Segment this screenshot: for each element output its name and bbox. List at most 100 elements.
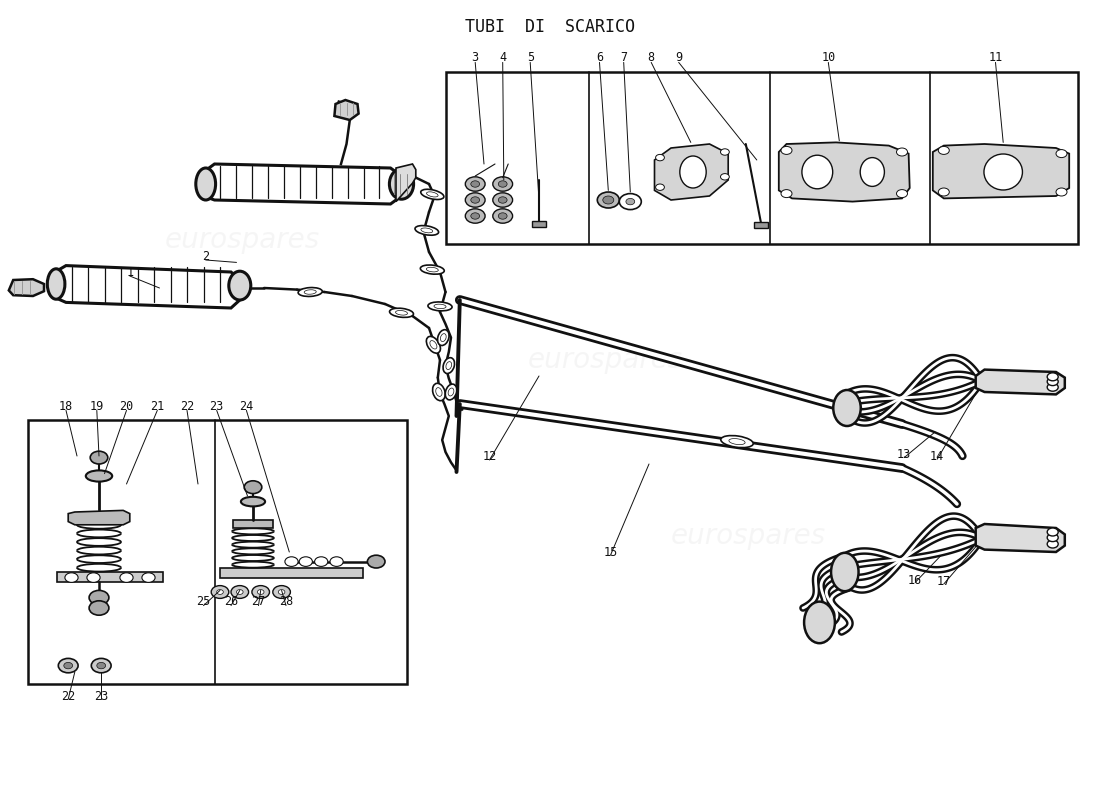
Text: eurospares: eurospares — [164, 226, 320, 254]
Circle shape — [89, 590, 109, 605]
Ellipse shape — [440, 334, 447, 342]
Ellipse shape — [428, 302, 452, 311]
Circle shape — [89, 601, 109, 615]
Circle shape — [1047, 378, 1058, 386]
Circle shape — [781, 146, 792, 154]
Ellipse shape — [196, 168, 216, 200]
Circle shape — [498, 197, 507, 203]
Ellipse shape — [420, 190, 444, 199]
Polygon shape — [9, 279, 44, 296]
Polygon shape — [57, 572, 163, 582]
Text: 4: 4 — [499, 51, 506, 64]
Circle shape — [493, 209, 513, 223]
Circle shape — [626, 198, 635, 205]
Circle shape — [64, 662, 73, 669]
Text: 6: 6 — [596, 51, 603, 64]
Circle shape — [656, 184, 664, 190]
Circle shape — [471, 197, 480, 203]
Text: eurospares: eurospares — [527, 346, 683, 374]
Text: 27: 27 — [252, 595, 265, 608]
Text: 20: 20 — [120, 400, 133, 413]
Polygon shape — [204, 164, 402, 204]
Circle shape — [619, 194, 641, 210]
Circle shape — [896, 148, 907, 156]
Ellipse shape — [415, 226, 439, 235]
Text: 26: 26 — [224, 595, 238, 608]
Text: 11: 11 — [989, 51, 1002, 64]
Text: 3: 3 — [472, 51, 478, 64]
Ellipse shape — [729, 438, 745, 445]
Text: eurospares: eurospares — [723, 204, 861, 228]
Bar — [754, 222, 768, 228]
Circle shape — [87, 573, 100, 582]
Polygon shape — [779, 142, 910, 202]
Text: 17: 17 — [937, 575, 950, 588]
Circle shape — [493, 177, 513, 191]
Text: 18: 18 — [59, 400, 73, 413]
Ellipse shape — [802, 155, 833, 189]
Circle shape — [720, 174, 729, 180]
Ellipse shape — [438, 330, 449, 346]
Text: 21: 21 — [151, 400, 164, 413]
Circle shape — [252, 586, 270, 598]
Ellipse shape — [436, 388, 442, 396]
Circle shape — [465, 209, 485, 223]
Circle shape — [465, 193, 485, 207]
Text: 23: 23 — [95, 690, 108, 702]
Text: 14: 14 — [931, 450, 944, 462]
Text: 5: 5 — [527, 51, 534, 64]
Circle shape — [1056, 150, 1067, 158]
Circle shape — [273, 586, 290, 598]
Text: 28: 28 — [279, 595, 293, 608]
Circle shape — [938, 188, 949, 196]
Ellipse shape — [427, 267, 438, 272]
Circle shape — [236, 590, 243, 594]
Circle shape — [315, 557, 328, 566]
Text: 2: 2 — [202, 250, 209, 262]
Text: 1: 1 — [126, 266, 133, 278]
Ellipse shape — [86, 470, 112, 482]
Circle shape — [330, 557, 343, 566]
Circle shape — [1047, 528, 1058, 536]
Text: 23: 23 — [210, 400, 223, 413]
Ellipse shape — [446, 384, 456, 400]
Circle shape — [1047, 383, 1058, 391]
Circle shape — [656, 154, 664, 161]
Bar — [28, 420, 407, 684]
Circle shape — [142, 573, 155, 582]
Bar — [446, 72, 1078, 244]
Circle shape — [299, 557, 312, 566]
Circle shape — [938, 146, 949, 154]
Circle shape — [498, 181, 507, 187]
Circle shape — [1047, 540, 1058, 548]
Ellipse shape — [427, 192, 438, 197]
Circle shape — [278, 590, 285, 594]
Text: 15: 15 — [604, 546, 617, 558]
Ellipse shape — [434, 304, 446, 309]
Ellipse shape — [984, 154, 1023, 190]
Ellipse shape — [680, 156, 706, 188]
Circle shape — [597, 192, 619, 208]
Circle shape — [781, 190, 792, 198]
Ellipse shape — [421, 228, 432, 233]
Circle shape — [720, 149, 729, 155]
Ellipse shape — [229, 271, 251, 300]
Ellipse shape — [241, 497, 265, 506]
Ellipse shape — [305, 290, 316, 294]
Circle shape — [120, 573, 133, 582]
Circle shape — [471, 213, 480, 219]
Text: TUBI  DI  SCARICO: TUBI DI SCARICO — [465, 18, 635, 35]
Circle shape — [90, 451, 108, 464]
Ellipse shape — [396, 310, 407, 315]
Circle shape — [1047, 534, 1058, 542]
Text: 25: 25 — [197, 595, 210, 608]
Circle shape — [465, 177, 485, 191]
Circle shape — [896, 190, 907, 198]
Circle shape — [211, 586, 229, 598]
Text: 12: 12 — [483, 450, 496, 462]
Polygon shape — [220, 568, 363, 578]
Bar — [532, 221, 546, 227]
Circle shape — [1056, 188, 1067, 196]
Polygon shape — [396, 164, 416, 202]
Text: 24: 24 — [240, 400, 253, 413]
